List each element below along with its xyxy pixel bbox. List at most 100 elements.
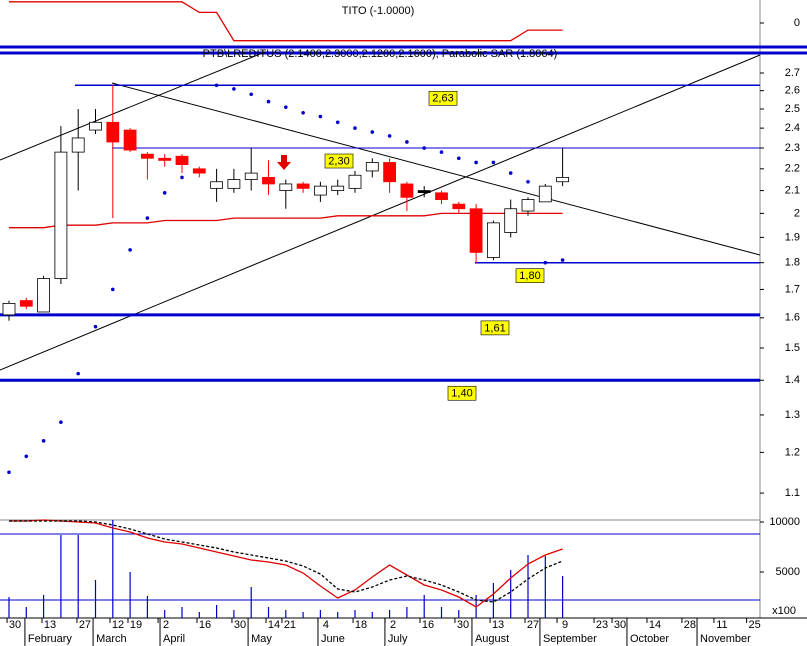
x-tick-label: 9 (562, 619, 568, 631)
candle-body (435, 192, 448, 200)
y-tick-label: 1.2 (785, 446, 800, 458)
month-label: April (163, 633, 185, 645)
level-label: 2,63 (432, 93, 453, 105)
candle-body (538, 185, 552, 203)
sar-dot (353, 126, 357, 130)
y-tick-label: 1.4 (785, 374, 800, 386)
sar-dot (474, 160, 478, 165)
level-label: 1,80 (519, 270, 540, 282)
x-tick-label: 14 (649, 619, 661, 631)
candle-body (331, 185, 345, 191)
candle-body (123, 129, 137, 151)
sar-dot (387, 134, 392, 138)
unit-label: x100 (772, 605, 796, 617)
month-label: February (28, 633, 73, 645)
sar-dot (508, 171, 513, 175)
x-tick-label: 30 (457, 619, 469, 631)
x-tick-label: 16 (199, 619, 211, 631)
candle-body (192, 168, 206, 174)
y-tick-label: 2.6 (785, 85, 800, 97)
x-tick-label: 14 (268, 619, 280, 631)
x-tick-label: 12 (112, 619, 124, 631)
level-label-box (324, 153, 354, 169)
candle-body (383, 162, 397, 183)
level-label-box (447, 385, 477, 401)
sar-dot (543, 260, 548, 265)
month-label: October (630, 633, 669, 645)
month-label: August (475, 633, 509, 645)
x-tick-label: 23 (596, 619, 608, 631)
x-tick-label: 27 (527, 619, 539, 631)
sar-dot (491, 160, 496, 165)
candle-body (71, 137, 85, 153)
sar-dot (405, 140, 409, 144)
level-label-box (428, 90, 458, 106)
candle-body (365, 162, 379, 172)
sar-dot (145, 216, 150, 220)
sar-dot (439, 150, 444, 154)
candle-body (279, 183, 293, 191)
level-label: 1,61 (484, 322, 505, 334)
candle-body (348, 174, 362, 189)
x-tick-label: 30 (614, 619, 626, 631)
trendline (0, 54, 761, 371)
y-tick-label: 1.6 (785, 312, 800, 324)
candle-body (417, 190, 431, 193)
x-tick-label: 30 (9, 619, 21, 631)
y-tick-label: 1.7 (785, 283, 800, 295)
month-label: September (543, 633, 597, 645)
y-tick-label: 2 (794, 207, 800, 219)
oscillator-line (9, 520, 563, 603)
y-tick-label: 1.1 (785, 487, 800, 499)
candle-body (210, 181, 223, 189)
sar-dot (7, 470, 11, 475)
candle-body (314, 185, 327, 196)
month-label: November (700, 633, 751, 645)
x-tick-label: 13 (492, 619, 504, 631)
level-label-box (480, 320, 510, 336)
month-label: June (321, 633, 345, 645)
x-tick-label: 2 (390, 619, 396, 631)
sar-dot (335, 120, 340, 125)
level-label: 2,30 (328, 155, 349, 167)
y-tick-label: 0 (794, 17, 800, 29)
y-tick-label: 5000 (776, 566, 800, 578)
sar-dot (93, 324, 98, 329)
candle-body (504, 208, 518, 233)
indicator-title: TITO (-1.0000) (342, 5, 415, 17)
y-tick-label: 2.3 (785, 142, 800, 154)
level-label: 1,40 (451, 388, 472, 400)
candle-body (244, 172, 258, 180)
sar-dot (24, 454, 29, 459)
month-label: July (388, 633, 408, 645)
sar-dot (76, 371, 80, 376)
sar-dot (422, 146, 427, 150)
x-tick-label: 11 (716, 619, 727, 631)
y-tick-label: 1.3 (785, 409, 800, 421)
trendline (0, 51, 266, 161)
x-tick-label: 2 (163, 619, 169, 631)
x-tick-label: 19 (130, 619, 142, 631)
sar-dot (162, 191, 167, 195)
x-tick-label: 30 (234, 619, 246, 631)
indicator-line (9, 1, 563, 42)
x-tick-label: 28 (684, 619, 696, 631)
y-tick-label: 10000 (769, 516, 800, 528)
sar-dot (41, 439, 46, 443)
sar-dot (370, 130, 375, 134)
candle-body (158, 157, 172, 161)
candle-body (400, 183, 414, 198)
y-tick-label: 2.2 (785, 163, 800, 175)
signal-arrow (277, 155, 291, 170)
candle-body (2, 303, 16, 316)
sar-dot (266, 99, 271, 104)
chart-title: PTB\LREDITUS (2.1400,2.3000,2.1200,2.160… (203, 48, 558, 60)
y-tick-label: 1.9 (785, 231, 800, 243)
month-label: May (251, 633, 272, 645)
candle-body (556, 177, 570, 183)
candle-body (469, 208, 483, 253)
y-tick-label: 1.5 (785, 342, 800, 354)
candle-body (452, 203, 466, 210)
sar-dot (560, 258, 565, 262)
